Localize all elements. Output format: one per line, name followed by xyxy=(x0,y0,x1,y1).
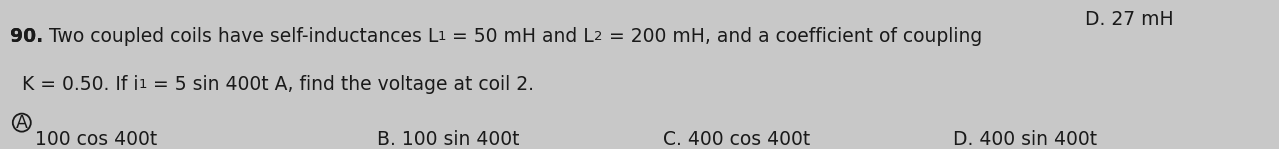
Text: D. 400 sin 400t: D. 400 sin 400t xyxy=(953,130,1097,149)
Text: Two coupled coils have self-inductances L: Two coupled coils have self-inductances … xyxy=(49,27,437,46)
Text: D. 27 mH: D. 27 mH xyxy=(1085,10,1173,30)
Text: = 200 mH, and a coefficient of coupling: = 200 mH, and a coefficient of coupling xyxy=(602,27,982,46)
Text: 90.: 90. xyxy=(10,27,43,46)
Text: C. 400 cos 400t: C. 400 cos 400t xyxy=(663,130,810,149)
Text: = 50 mH and L: = 50 mH and L xyxy=(446,27,595,46)
Text: B. 100 sin 400t: B. 100 sin 400t xyxy=(377,130,519,149)
Text: = 5 sin 400t A, find the voltage at coil 2.: = 5 sin 400t A, find the voltage at coil… xyxy=(147,74,533,94)
Text: A: A xyxy=(15,114,28,132)
Text: K = 0.50. If i: K = 0.50. If i xyxy=(22,74,138,94)
Text: 1: 1 xyxy=(437,30,446,43)
Text: 90.: 90. xyxy=(10,27,43,46)
Text: 100 cos 400t: 100 cos 400t xyxy=(35,130,157,149)
Text: 2: 2 xyxy=(595,30,602,43)
Text: 1: 1 xyxy=(138,77,147,90)
